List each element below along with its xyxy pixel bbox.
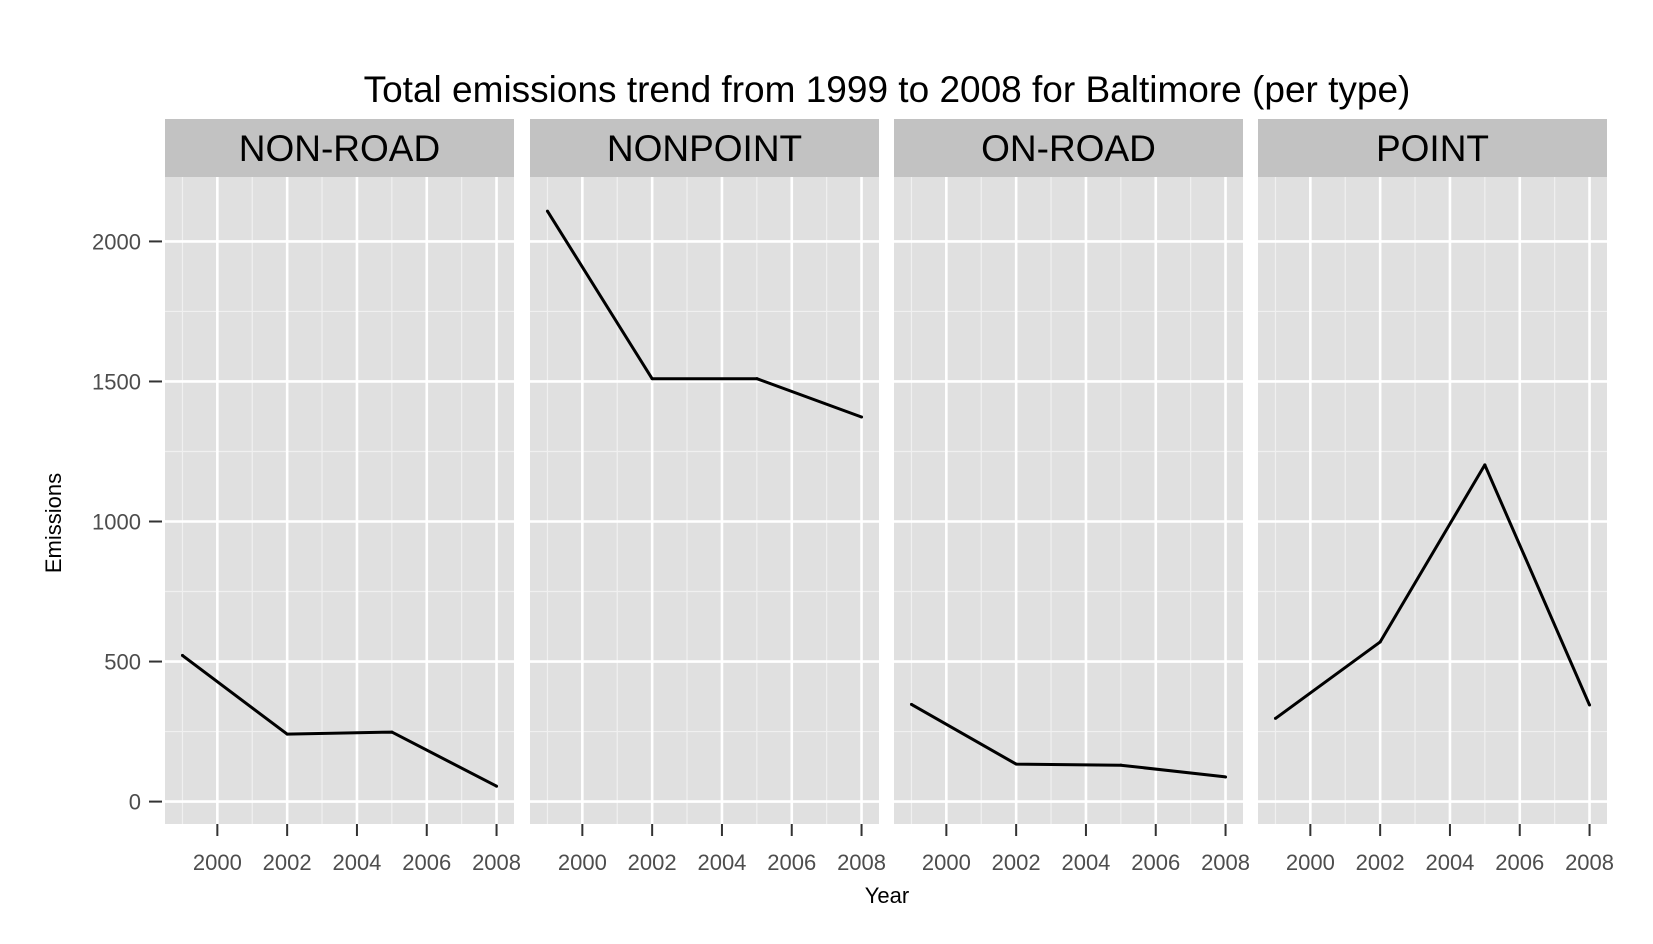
data-point bbox=[545, 209, 549, 213]
facet-non-road: NON-ROAD 2000 2002 2004 2006 2008 bbox=[165, 119, 521, 875]
y-tick-label: 1500 bbox=[92, 369, 141, 394]
series-line bbox=[546, 210, 863, 419]
x-tick-label: 2000 bbox=[1286, 850, 1335, 875]
facet-nonpoint: NONPOINT 2000 2002 2004 2006 2008 bbox=[530, 119, 886, 875]
data-point bbox=[1273, 716, 1277, 720]
x-tick-label: 2002 bbox=[263, 850, 312, 875]
x-tick-label: 2006 bbox=[1131, 850, 1180, 875]
y-tick-label: 2000 bbox=[92, 229, 141, 254]
x-tick-label: 2004 bbox=[332, 850, 381, 875]
x-tick-label: 2000 bbox=[558, 850, 607, 875]
x-tick-label: 2008 bbox=[472, 850, 521, 875]
x-tick-label: 2002 bbox=[1356, 850, 1405, 875]
y-tick-label: 0 bbox=[129, 790, 141, 815]
x-tick-label: 2008 bbox=[1201, 850, 1250, 875]
data-point bbox=[495, 784, 499, 788]
facet-label: POINT bbox=[1376, 128, 1489, 169]
x-tick-label: 2002 bbox=[628, 850, 677, 875]
x-tick-label: 2008 bbox=[837, 850, 886, 875]
x-tick-label: 2000 bbox=[922, 850, 971, 875]
facet-strip bbox=[1258, 119, 1607, 177]
chart-title: Total emissions trend from 1999 to 2008 … bbox=[364, 69, 1411, 110]
y-axis-title: Emissions bbox=[41, 473, 66, 573]
panel-background bbox=[1258, 177, 1607, 824]
facet-strip bbox=[894, 119, 1243, 177]
facet-on-road: ON-ROAD 2000 2002 2004 2006 2008 bbox=[894, 119, 1250, 875]
series-line bbox=[910, 703, 1226, 779]
data-point bbox=[1014, 762, 1018, 766]
x-tick-label: 2004 bbox=[1061, 850, 1110, 875]
data-point bbox=[1483, 463, 1487, 467]
data-point bbox=[390, 730, 394, 734]
x-axis-title: Year bbox=[865, 883, 909, 908]
data-point bbox=[180, 653, 184, 657]
y-axis: 0 500 1000 1500 2000 bbox=[92, 229, 162, 815]
facet-panels: NON-ROAD 2000 2002 2004 2006 2008 NONPOINT 2000… bbox=[165, 119, 1614, 875]
x-tick-label: 2004 bbox=[697, 850, 746, 875]
data-point bbox=[285, 732, 289, 736]
x-tick-label: 2006 bbox=[1495, 850, 1544, 875]
data-point bbox=[1588, 703, 1592, 707]
facet-label: NONPOINT bbox=[607, 128, 802, 169]
y-tick-label: 1000 bbox=[92, 510, 141, 535]
data-point bbox=[1224, 775, 1228, 779]
y-tick-label: 500 bbox=[104, 650, 141, 675]
panel-background bbox=[165, 177, 514, 824]
facet-strip bbox=[165, 119, 514, 177]
data-point bbox=[1378, 640, 1382, 644]
x-tick-label: 2006 bbox=[767, 850, 816, 875]
data-point bbox=[909, 702, 913, 706]
series-line bbox=[181, 654, 498, 788]
x-tick-label: 2000 bbox=[193, 850, 242, 875]
data-point bbox=[755, 377, 759, 381]
x-tick-label: 2008 bbox=[1565, 850, 1614, 875]
series-line bbox=[1274, 463, 1591, 720]
x-tick-label: 2006 bbox=[402, 850, 451, 875]
data-point bbox=[1119, 763, 1123, 767]
facet-point: POINT 2000 2002 2004 2006 2008 bbox=[1258, 119, 1614, 875]
x-tick-label: 2004 bbox=[1425, 850, 1474, 875]
facet-label: NON-ROAD bbox=[239, 128, 440, 169]
data-point bbox=[860, 415, 864, 419]
facet-label: ON-ROAD bbox=[981, 128, 1156, 169]
x-tick-label: 2002 bbox=[992, 850, 1041, 875]
facet-strip bbox=[530, 119, 879, 177]
panel-background bbox=[894, 177, 1243, 824]
panel-background bbox=[530, 177, 879, 824]
data-point bbox=[650, 377, 654, 381]
